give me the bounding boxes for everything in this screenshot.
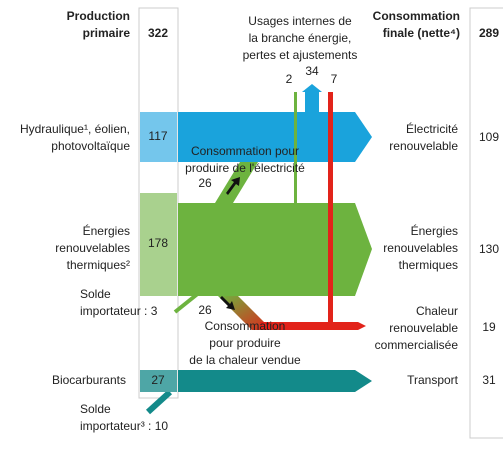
source-box bbox=[140, 193, 177, 296]
column-title: primaire bbox=[83, 26, 131, 40]
use-column bbox=[469, 7, 503, 439]
value: 34 bbox=[305, 64, 319, 78]
value: 7 bbox=[331, 72, 338, 86]
heat-flow bbox=[260, 322, 366, 330]
electricity-flow bbox=[178, 112, 372, 162]
value: 19 bbox=[482, 320, 496, 334]
source-label: Énergies bbox=[83, 223, 130, 238]
total: 322 bbox=[148, 26, 168, 40]
thermal-flow bbox=[178, 203, 372, 296]
use-label: renouvelable bbox=[389, 321, 458, 335]
import-thermal bbox=[173, 290, 202, 314]
value: 109 bbox=[479, 130, 499, 144]
use-label: commercialisée bbox=[375, 338, 459, 352]
column-title: Usages internes de bbox=[248, 14, 352, 28]
value: 117 bbox=[148, 129, 167, 143]
transfer-label: produire de l'électricité bbox=[185, 161, 305, 175]
import-label: Solde bbox=[80, 402, 111, 416]
transfer-label: Consommation bbox=[205, 319, 286, 333]
column-title: pertes et ajustements bbox=[243, 48, 358, 62]
import-label: importateur³ : 10 bbox=[80, 419, 168, 433]
value: 26 bbox=[198, 303, 212, 317]
column-title: Production bbox=[67, 9, 130, 23]
use-label: Transport bbox=[407, 373, 459, 387]
transport-flow bbox=[178, 370, 372, 392]
source-label: thermiques² bbox=[67, 258, 130, 272]
source-label: Biocarburants bbox=[52, 373, 126, 387]
total: 289 bbox=[479, 26, 499, 40]
value: 2 bbox=[286, 72, 293, 86]
value: 26 bbox=[198, 176, 212, 190]
transfer-label: pour produire bbox=[209, 336, 281, 350]
source-box bbox=[140, 370, 177, 392]
arrow bbox=[220, 296, 235, 310]
column-title: finale (nette⁴) bbox=[383, 26, 460, 40]
column-title: la branche énergie, bbox=[249, 31, 352, 45]
use-label: renouvelable bbox=[389, 139, 458, 153]
value: 31 bbox=[482, 373, 496, 387]
thermal-internal-line bbox=[294, 92, 297, 204]
use-label: thermiques bbox=[399, 258, 458, 272]
value: 178 bbox=[148, 236, 168, 250]
heat-internal-line bbox=[328, 92, 333, 330]
source-label: Hydraulique¹, éolien, bbox=[20, 122, 130, 136]
transfer-label: de la chaleur vendue bbox=[189, 353, 301, 367]
arrow bbox=[226, 177, 240, 195]
use-label: Énergies bbox=[411, 223, 458, 238]
source-label: photovoltaïque bbox=[51, 139, 130, 153]
import-label: importateur : 3 bbox=[80, 304, 158, 318]
value: 27 bbox=[151, 373, 165, 387]
import-label: Solde bbox=[80, 287, 111, 301]
source-label: renouvelables bbox=[55, 241, 130, 255]
column-title: Consommation bbox=[373, 9, 460, 23]
use-label: Électricité bbox=[406, 121, 458, 136]
electricity-internal-flow bbox=[302, 84, 322, 112]
transfer-label: Consommation pour bbox=[191, 144, 299, 158]
use-label: renouvelables bbox=[383, 241, 458, 255]
source-box bbox=[140, 112, 177, 162]
use-label: Chaleur bbox=[416, 304, 458, 318]
import-biofuel bbox=[145, 389, 173, 415]
value: 130 bbox=[479, 242, 499, 256]
